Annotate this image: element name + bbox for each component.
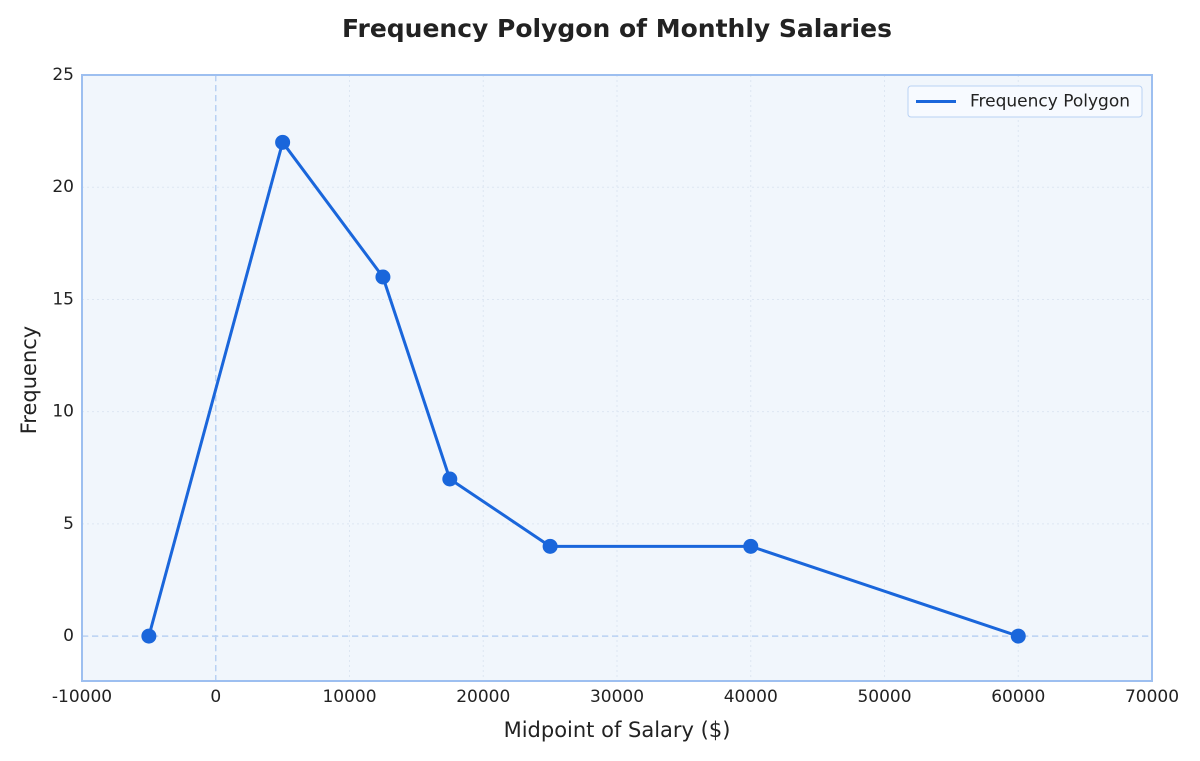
x-tick-label: 30000 xyxy=(590,687,644,707)
x-tick-label: 60000 xyxy=(991,687,1045,707)
point xyxy=(1010,628,1026,644)
chart-title: Frequency Polygon of Monthly Salaries xyxy=(342,14,892,43)
point xyxy=(542,538,558,554)
y-tick-label: 0 xyxy=(63,626,74,646)
point xyxy=(141,628,157,644)
y-tick-label: 20 xyxy=(52,177,74,197)
legend-label: Frequency Polygon xyxy=(970,92,1130,112)
x-tick-label: 70000 xyxy=(1125,687,1179,707)
x-tick-label: 10000 xyxy=(322,687,376,707)
point xyxy=(375,269,391,285)
y-tick-label: 5 xyxy=(63,514,74,534)
y-axis-label: Frequency xyxy=(17,326,41,435)
point xyxy=(275,134,291,150)
x-axis-label: Midpoint of Salary ($) xyxy=(504,718,731,742)
point xyxy=(743,538,759,554)
x-tick-label: 20000 xyxy=(456,687,510,707)
y-tick-label: 10 xyxy=(52,402,74,422)
legend-box xyxy=(907,85,1143,118)
plot-border xyxy=(81,74,1153,682)
x-tick-label: -10000 xyxy=(52,687,112,707)
x-tick-label: 0 xyxy=(210,687,221,707)
y-tick-label: 25 xyxy=(52,65,74,85)
point xyxy=(442,471,458,487)
x-tick-label: 40000 xyxy=(724,687,778,707)
x-tick-label: 50000 xyxy=(857,687,911,707)
y-tick-label: 15 xyxy=(52,289,74,309)
